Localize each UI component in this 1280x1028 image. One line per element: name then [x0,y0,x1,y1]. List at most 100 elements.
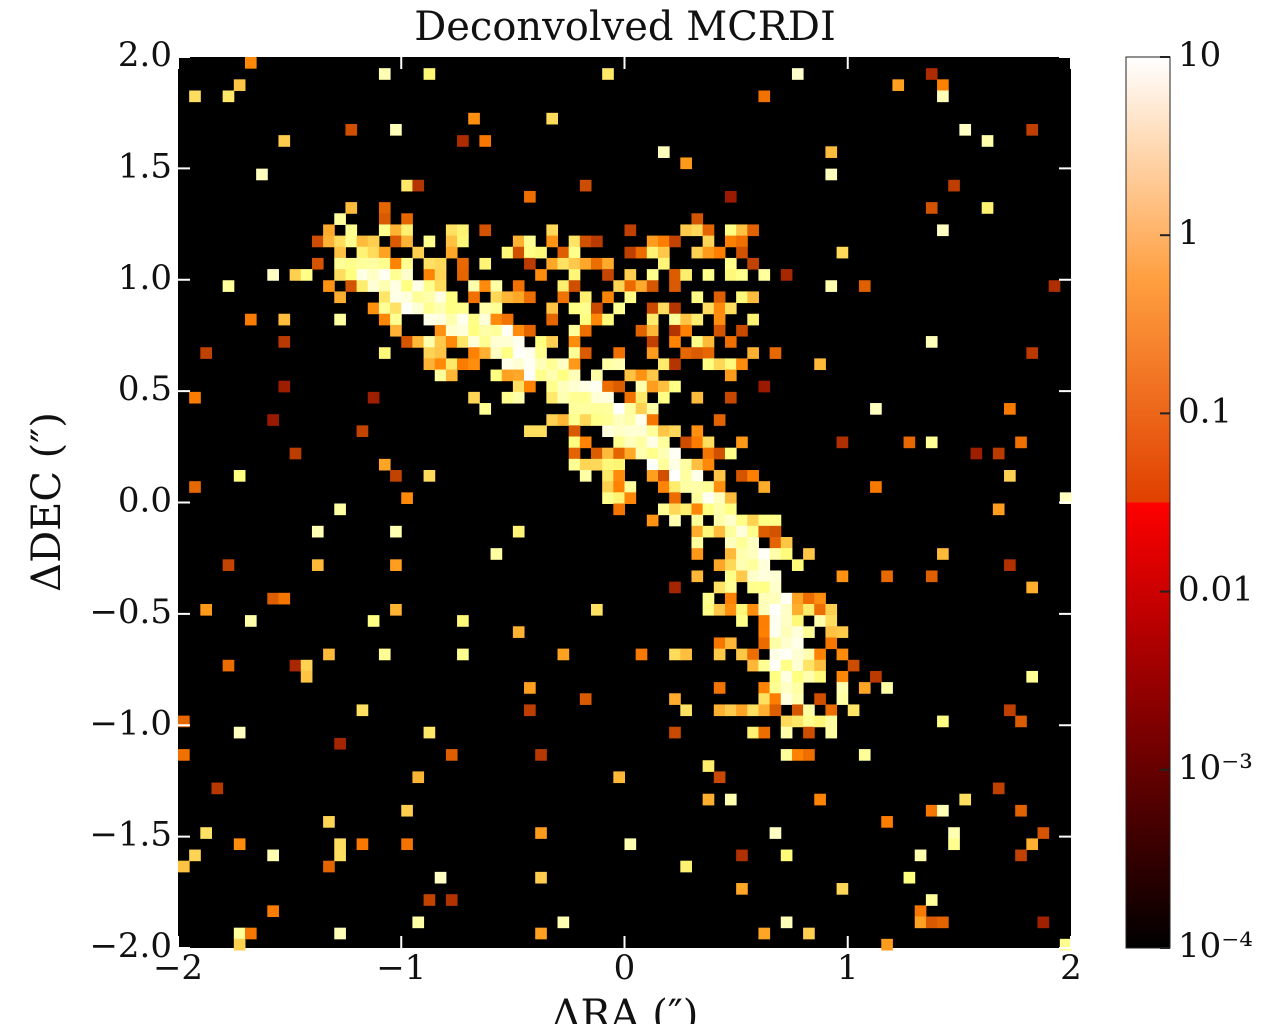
image-pixel [713,313,726,326]
image-pixel [691,213,704,225]
image-pixel [445,369,458,382]
image-pixel [512,336,525,348]
image-pixel [713,603,726,616]
image-pixel [870,403,882,415]
image-pixel [858,682,871,694]
image-pixel [791,603,804,616]
image-pixel [858,749,871,761]
image-pixel [736,849,748,862]
image-pixel [390,603,402,616]
image-pixel [423,269,436,281]
image-pixel [702,269,715,281]
image-pixel [702,347,715,359]
image-pixel [803,927,815,940]
image-pixel [591,603,603,616]
image-pixel [758,592,771,605]
image-pixel [758,704,771,717]
image-pixel [680,503,692,516]
image-pixel [233,470,246,482]
image-pixel [769,570,782,583]
image-pixel [691,246,704,259]
image-pixel [724,224,737,237]
image-pixel [412,336,425,348]
image-pixel [925,202,938,214]
image-pixel [691,425,704,438]
image-pixel [669,514,681,527]
image-pixel [836,626,849,638]
image-pixel [479,224,492,237]
image-pixel [713,324,726,337]
image-pixel [736,603,748,616]
image-pixel [736,358,748,371]
image-pixel [736,246,748,259]
image-pixel [925,436,938,449]
image-pixel [747,581,759,594]
image-pixel [657,447,670,460]
image-pixel [791,682,804,694]
image-pixel [267,269,279,281]
image-pixel [457,615,469,627]
image-pixel [278,313,291,326]
image-pixel [724,302,737,315]
image-pixel [401,838,413,851]
image-pixel [390,324,402,337]
image-pixel [680,470,692,482]
colorbar-tick-label: 0.01 [1178,570,1254,610]
image-pixel [457,648,469,661]
image-pixel [579,291,592,304]
image-pixel [769,670,782,683]
image-pixel [512,246,525,259]
image-pixel [501,369,514,382]
image-pixel [579,313,592,326]
image-pixel [524,380,536,393]
image-pixel [535,347,547,359]
image-pixel [311,235,324,248]
image-pixel [635,648,648,661]
image-pixel [937,90,949,103]
image-pixel [535,425,547,438]
image-pixel [803,603,815,616]
image-pixel [390,291,402,304]
image-pixel [390,257,402,270]
image-pixel [524,369,536,382]
image-pixel [702,447,715,460]
image-pixel [758,559,771,571]
image-pixel [803,592,815,605]
image-pixel [736,536,748,549]
image-pixel [445,291,458,304]
image-pixel [635,403,648,415]
image-pixel [222,280,235,292]
image-pixel [233,726,246,739]
image-pixel [691,536,704,549]
image-pixel [702,603,715,616]
image-pixel [669,447,681,460]
image-pixel [1015,804,1027,817]
image-pixel [724,793,737,806]
image-pixel [579,693,592,705]
image-pixel [747,257,759,270]
image-pixel [803,670,815,683]
image-pixel [535,336,547,348]
image-pixel [568,458,581,471]
image-pixel [669,313,681,326]
image-pixel [445,313,458,326]
image-pixel [624,280,637,292]
image-pixel [724,358,737,371]
image-pixel [791,715,804,728]
image-pixel [702,436,715,449]
image-pixel [591,257,603,270]
image-pixel [669,302,681,315]
image-pixel [524,291,536,304]
image-pixel [512,235,525,248]
image-pixel [803,648,815,661]
image-pixel [702,503,715,516]
image-pixel [970,447,983,460]
image-pixel [535,269,547,281]
image-pixel [747,570,759,583]
image-pixel [579,380,592,393]
image-pixel [691,514,704,527]
image-pixel [613,481,625,493]
image-pixel [613,436,625,449]
image-pixel [546,313,559,326]
image-pixel [278,592,291,605]
